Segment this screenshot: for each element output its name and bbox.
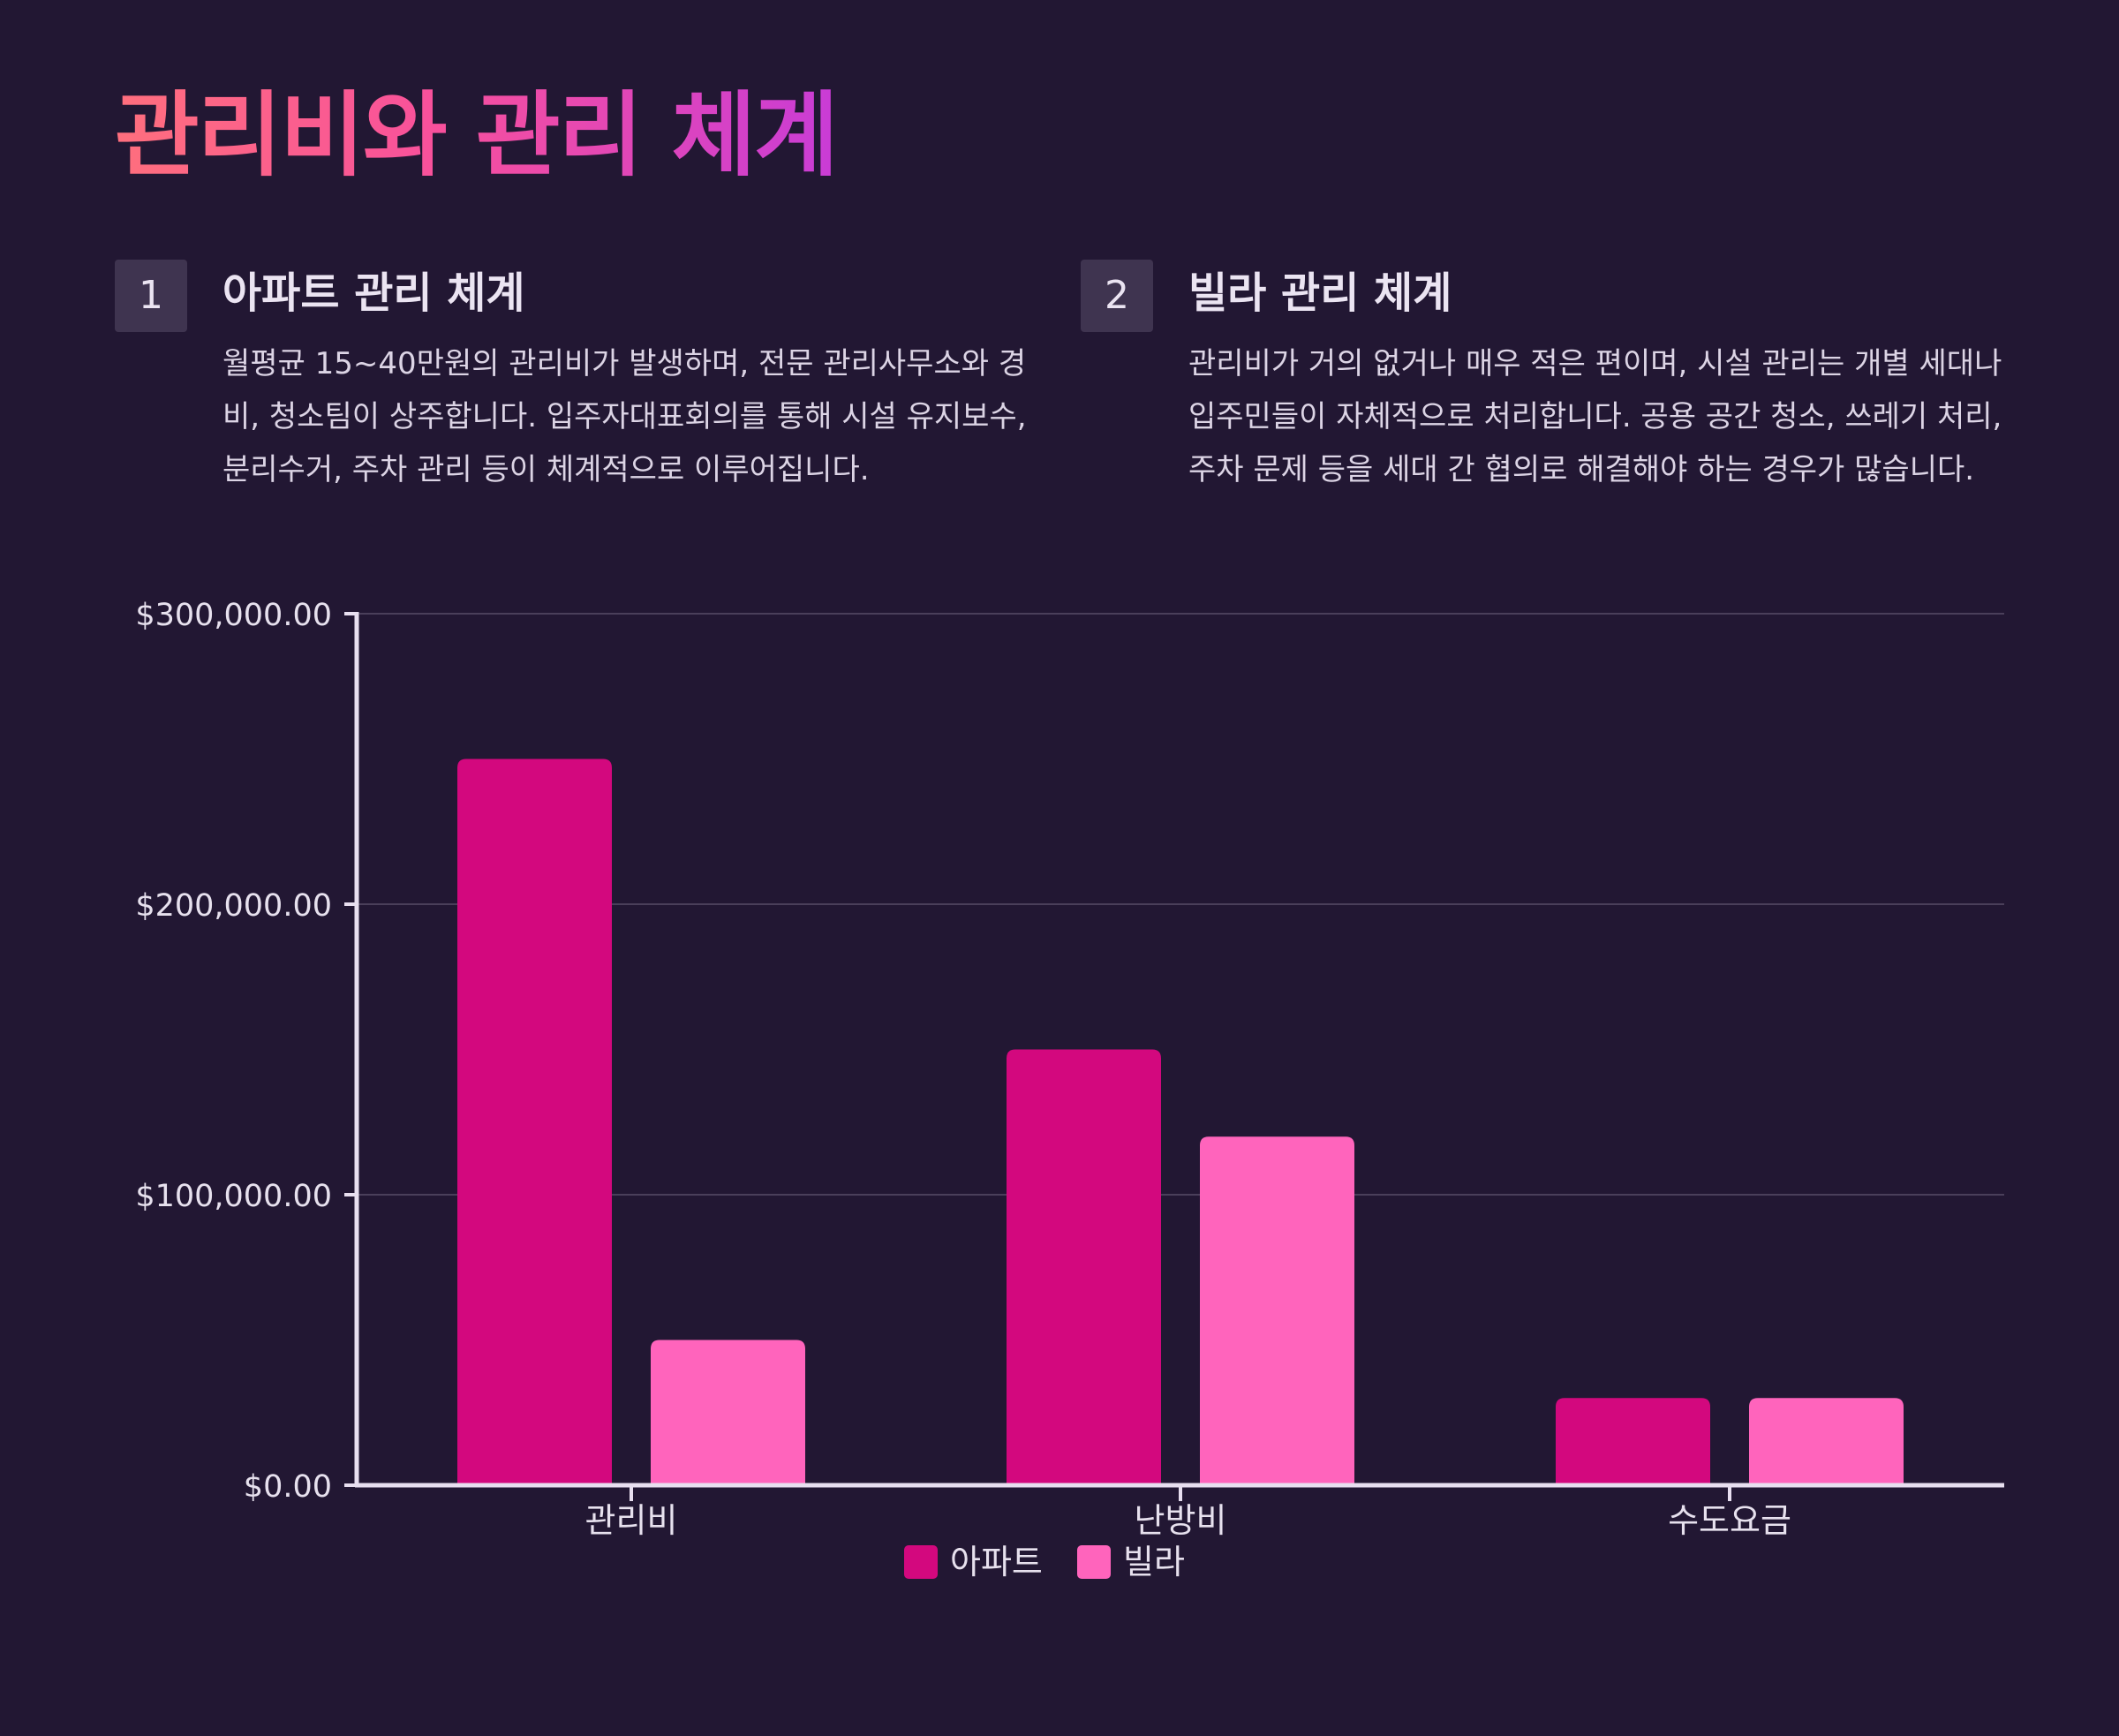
legend-label: 빌라 (1123, 1543, 1185, 1581)
y-tick-label: $100,000.00 (135, 1179, 332, 1214)
section-body: 월평균 15~40만원의 관리비가 발생하며, 전문 관리사무소와 경비, 청소… (222, 346, 1027, 487)
x-tick-label: 난방비 (1135, 1501, 1227, 1540)
legend-swatch (904, 1545, 938, 1579)
y-tick-label: $0.00 (244, 1469, 332, 1505)
bar (457, 759, 612, 1485)
legend-label: 아파트 (950, 1543, 1043, 1581)
bar (1200, 1136, 1354, 1485)
y-tick-label: $300,000.00 (135, 598, 332, 633)
section-number-badge: 1 (115, 260, 187, 332)
section-body: 관리비가 거의 없거나 매우 적은 편이며, 시설 관리는 개별 세대나 입주민… (1188, 346, 2002, 487)
section-number-badge: 2 (1081, 260, 1153, 332)
x-tick-label: 수도요금 (1668, 1501, 1791, 1540)
bar (651, 1340, 805, 1485)
bar (1007, 1049, 1161, 1485)
page-title: 관리비와 관리 체계 (115, 78, 839, 192)
x-tick-label: 관리비 (585, 1501, 678, 1540)
legend-swatch (1077, 1545, 1111, 1579)
section-title: 빌라 관리 체계 (1188, 268, 1452, 318)
bar (1556, 1398, 1710, 1485)
bar (1749, 1398, 1904, 1485)
y-tick-label: $200,000.00 (135, 888, 332, 924)
section-title: 아파트 관리 체계 (222, 268, 525, 318)
